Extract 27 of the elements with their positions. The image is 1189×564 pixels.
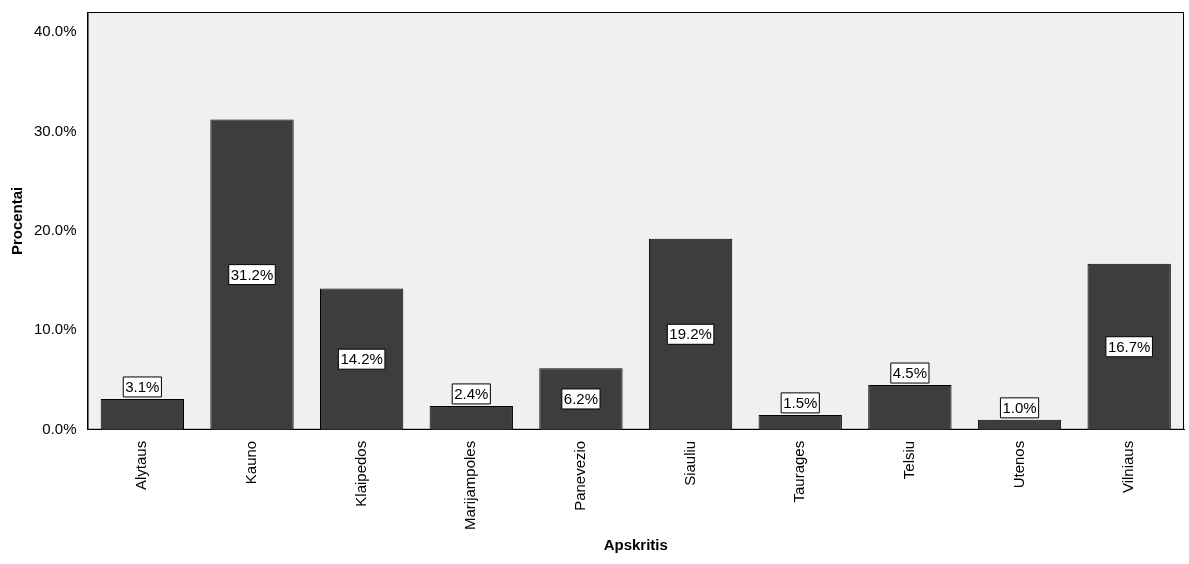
x-tick-label: Siauliu <box>680 440 698 486</box>
x-tick-label: Alytaus <box>132 440 150 491</box>
x-tick-label: Kauno <box>242 440 260 485</box>
x-tick-label: Klaipedos <box>351 440 369 507</box>
data-label: 19.2% <box>669 325 712 343</box>
data-label: 14.2% <box>340 350 383 368</box>
x-tick-label: Taurages <box>790 440 808 503</box>
x-tick-label: Utenos <box>1009 440 1027 489</box>
x-axis-title: Apskritis <box>603 536 668 554</box>
x-tick-label: Vilniaus <box>1119 440 1137 494</box>
data-label: 1.5% <box>783 394 818 412</box>
data-label: 4.5% <box>892 364 927 382</box>
x-tick-label: Telsiu <box>900 440 918 480</box>
y-tick-label: 30.0% <box>33 121 77 139</box>
y-tick-label: 20.0% <box>33 220 77 238</box>
data-label: 31.2% <box>230 265 274 283</box>
data-label: 2.4% <box>454 385 489 403</box>
y-tick-label: 0.0% <box>42 419 77 437</box>
data-label: 3.1% <box>125 378 160 396</box>
data-label: 1.0% <box>1002 399 1037 416</box>
y-axis-title: Procentai <box>8 186 26 256</box>
data-label: 6.2% <box>563 390 599 408</box>
y-tick-label: 40.0% <box>33 22 77 40</box>
x-tick-label: Marijampoles <box>461 440 479 531</box>
x-tick-label: Panevezio <box>571 440 589 511</box>
y-tick-label: 10.0% <box>33 320 77 338</box>
data-label: 16.7% <box>1107 337 1151 355</box>
